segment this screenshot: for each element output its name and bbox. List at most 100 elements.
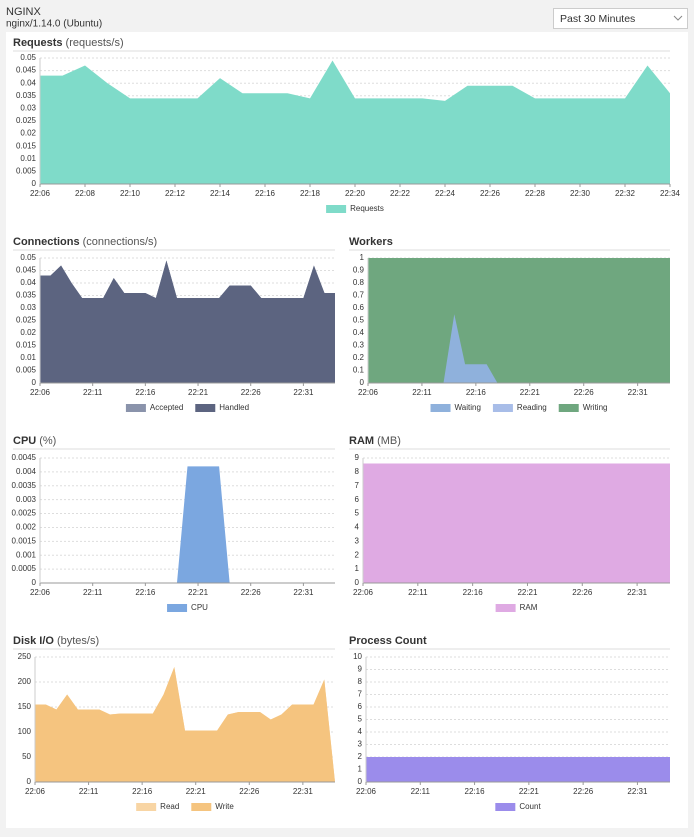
y-tick-label: 0 bbox=[360, 378, 365, 387]
legend: Accepted Handled bbox=[125, 403, 249, 412]
y-tick-label: 0.03 bbox=[20, 104, 36, 113]
legend-label: Writing bbox=[583, 403, 608, 412]
x-tick-label: 22:06 bbox=[30, 189, 51, 198]
x-tick-label: 22:06 bbox=[30, 588, 51, 597]
y-tick-label: 0.045 bbox=[16, 66, 37, 75]
chart-title: CPU (%) bbox=[13, 435, 56, 447]
y-tick-label: 1 bbox=[358, 765, 363, 774]
y-tick-label: 0.04 bbox=[20, 278, 36, 287]
x-tick-label: 22:16 bbox=[132, 787, 153, 796]
chart-title: Requests (requests/s) bbox=[13, 37, 124, 49]
y-tick-label: 0.05 bbox=[20, 253, 36, 262]
y-tick-label: 0 bbox=[32, 378, 37, 387]
y-tick-label: 0.8 bbox=[353, 278, 365, 287]
legend-label: Read bbox=[160, 802, 179, 811]
y-tick-label: 5 bbox=[358, 715, 363, 724]
x-tick-label: 22:16 bbox=[465, 787, 486, 796]
x-tick-label: 22:06 bbox=[353, 588, 374, 597]
select-label[interactable]: Past 30 Minutes bbox=[560, 13, 635, 25]
x-tick-label: 22:26 bbox=[574, 388, 595, 397]
y-tick-label: 250 bbox=[18, 652, 32, 661]
x-tick-label: 22:21 bbox=[186, 787, 207, 796]
y-tick-label: 0.035 bbox=[16, 291, 37, 300]
x-tick-label: 22:21 bbox=[188, 388, 209, 397]
y-tick-label: 0 bbox=[32, 578, 37, 587]
app-title: NGINX bbox=[6, 6, 42, 18]
x-tick-label: 22:06 bbox=[356, 787, 377, 796]
y-tick-label: 3 bbox=[358, 740, 363, 749]
y-tick-label: 0.7 bbox=[353, 291, 365, 300]
x-tick-label: 22:26 bbox=[572, 588, 593, 597]
y-tick-label: 0.003 bbox=[16, 495, 37, 504]
chart-title: Process Count bbox=[349, 635, 427, 647]
y-tick-label: 10 bbox=[353, 652, 362, 661]
select-box[interactable] bbox=[553, 8, 688, 29]
y-tick-label: 0.015 bbox=[16, 141, 37, 150]
x-tick-label: 22:26 bbox=[239, 787, 260, 796]
x-tick-label: 22:08 bbox=[75, 189, 96, 198]
x-tick-label: 22:16 bbox=[135, 588, 156, 597]
x-tick-label: 22:11 bbox=[79, 787, 99, 796]
legend: RAM bbox=[495, 603, 538, 612]
y-tick-label: 0.005 bbox=[16, 167, 37, 176]
chart-unit: (connections/s) bbox=[83, 236, 158, 248]
x-tick-label: 22:06 bbox=[25, 787, 46, 796]
chart-title-text: Connections bbox=[13, 236, 80, 248]
x-tick-label: 22:11 bbox=[408, 588, 428, 597]
area bbox=[40, 60, 670, 184]
x-tick-label: 22:11 bbox=[83, 588, 103, 597]
y-tick-label: 4 bbox=[358, 727, 363, 736]
y-tick-label: 0.025 bbox=[16, 316, 37, 325]
y-tick-label: 0.0045 bbox=[12, 453, 37, 462]
y-tick-label: 0 bbox=[32, 179, 37, 188]
y-tick-label: 0.4 bbox=[353, 328, 365, 337]
legend-swatch bbox=[495, 803, 516, 811]
y-tick-label: 0.015 bbox=[16, 341, 37, 350]
legend-swatch bbox=[191, 803, 212, 811]
y-tick-label: 0 bbox=[358, 777, 363, 786]
y-tick-label: 8 bbox=[355, 467, 360, 476]
y-tick-label: 5 bbox=[355, 509, 360, 518]
chart-title: Connections (connections/s) bbox=[13, 236, 157, 248]
y-tick-label: 7 bbox=[358, 690, 363, 699]
app-subtitle: nginx/1.14.0 (Ubuntu) bbox=[6, 19, 102, 30]
legend-label: Waiting bbox=[455, 403, 481, 412]
x-tick-label: 22:26 bbox=[241, 588, 262, 597]
chart-title: Workers bbox=[349, 236, 393, 248]
chevron[interactable] bbox=[673, 15, 683, 21]
legend-label: Handled bbox=[219, 403, 249, 412]
legend-swatch bbox=[430, 404, 451, 412]
chart-title-text: CPU bbox=[13, 435, 36, 447]
y-tick-label: 0.02 bbox=[20, 129, 36, 138]
legend-swatch bbox=[195, 404, 216, 412]
chart-title: RAM (MB) bbox=[349, 435, 401, 447]
y-tick-label: 9 bbox=[355, 453, 360, 462]
x-tick-label: 22:26 bbox=[480, 189, 501, 198]
x-tick-label: 22:31 bbox=[293, 588, 314, 597]
legend-swatch bbox=[136, 803, 157, 811]
area bbox=[363, 463, 670, 583]
x-tick-label: 22:12 bbox=[165, 189, 186, 198]
x-tick-label: 22:11 bbox=[412, 388, 432, 397]
y-tick-label: 0.025 bbox=[16, 116, 37, 125]
legend-swatch bbox=[492, 404, 513, 412]
y-tick-label: 0.04 bbox=[20, 78, 36, 87]
x-tick-label: 22:16 bbox=[463, 588, 484, 597]
time-range-select[interactable]: Past 30 Minutes bbox=[553, 8, 688, 29]
y-tick-label: 0.01 bbox=[20, 353, 36, 362]
y-tick-label: 6 bbox=[358, 702, 363, 711]
area bbox=[40, 466, 335, 583]
y-tick-label: 0.2 bbox=[353, 353, 365, 362]
y-tick-label: 8 bbox=[358, 677, 363, 686]
x-tick-label: 22:24 bbox=[435, 189, 456, 198]
y-tick-label: 0.004 bbox=[16, 467, 37, 476]
y-tick-label: 0.02 bbox=[20, 328, 36, 337]
legend: Requests bbox=[326, 204, 384, 213]
legend-swatch bbox=[326, 205, 347, 213]
y-tick-label: 0.5 bbox=[353, 316, 365, 325]
x-tick-label: 22:16 bbox=[466, 388, 487, 397]
legend: Count bbox=[495, 802, 541, 811]
x-tick-label: 22:28 bbox=[525, 189, 546, 198]
legend: Waiting Reading Writing bbox=[430, 403, 608, 412]
